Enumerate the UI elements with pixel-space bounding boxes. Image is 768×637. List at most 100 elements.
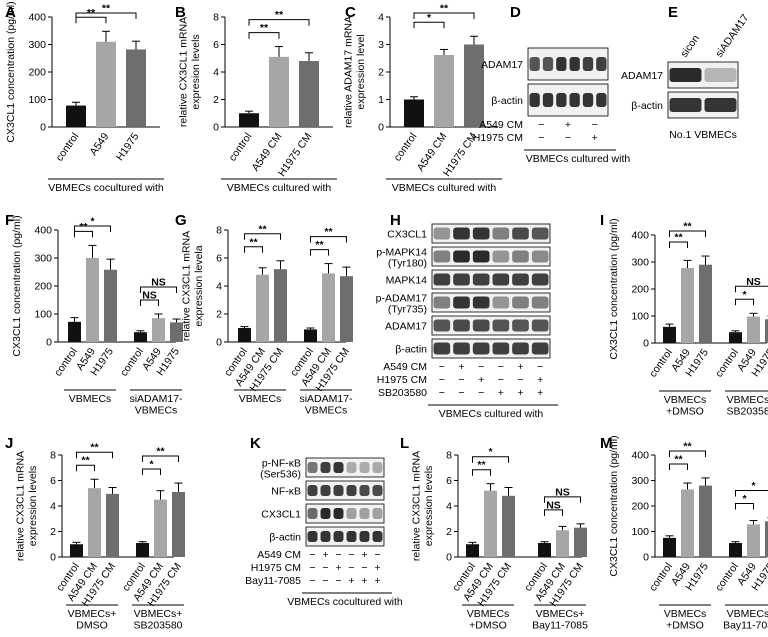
group-label: VBMECs+DMSO: [467, 608, 510, 632]
blot-frame: [305, 526, 385, 547]
row-label-line-1: p-NF-κB: [262, 458, 301, 470]
y-axis-label: CX3CL1 concentration (pg/ml): [11, 215, 23, 356]
group-label: siADAM17-VBMECs: [299, 393, 353, 417]
group-label-line-2: VBMECs: [135, 405, 178, 417]
significance-label: *: [742, 493, 747, 505]
significance-label: **: [440, 3, 449, 15]
significance-bracket: [248, 19, 310, 26]
panel-letter: A: [5, 4, 16, 21]
y-tick-label: 100: [34, 309, 52, 321]
y-tick-label: 0: [50, 552, 56, 564]
significance-bracket: [74, 230, 93, 238]
significance-bracket: [544, 509, 563, 516]
blot-band: [569, 57, 580, 71]
condition-label: H1975 CM: [377, 374, 427, 386]
y-tick-label: 2: [213, 94, 219, 106]
row-label-line-2: (Tyr735): [388, 304, 427, 316]
condition-sign: −: [439, 387, 445, 399]
blot-band: [596, 57, 607, 71]
blot-frame: [305, 503, 385, 524]
significance-label: NS: [746, 276, 761, 288]
blot-band: [542, 93, 554, 107]
bar: [484, 490, 497, 557]
significance-label: *: [149, 459, 154, 471]
condition-sign: +: [537, 374, 543, 386]
x-axis-caption: VBMECs cultured with: [392, 182, 497, 194]
group-label-line-1: VBMECs+: [536, 608, 585, 620]
y-label-line-2: expression levels: [27, 466, 39, 547]
y-tick-label: 6: [446, 475, 452, 487]
significance-label: **: [477, 459, 486, 471]
condition-label: A549 CM: [383, 361, 427, 373]
condition-sign: +: [498, 387, 504, 399]
panel-letter: J: [5, 435, 13, 452]
significance-bracket: [669, 450, 706, 457]
bar: [322, 273, 335, 342]
significance-label: **: [315, 239, 324, 251]
blot-band: [531, 250, 549, 263]
significance-bracket: [75, 16, 107, 24]
condition-sign: −: [458, 374, 464, 386]
y-tick-label: 6: [216, 253, 222, 265]
blot-band: [333, 508, 344, 519]
blot-band: [346, 508, 357, 519]
blot-band: [492, 227, 510, 240]
blot-row-label: NF-κB: [271, 486, 301, 498]
row-label-line-2: (Ser536): [260, 469, 301, 481]
group-label-line-2: +DMSO: [666, 406, 704, 418]
condition-sign: +: [517, 361, 523, 373]
x-tick-label: control: [54, 131, 82, 164]
y-tick-label: 2: [446, 526, 452, 538]
blot-band: [512, 227, 529, 240]
significance-bracket: [140, 299, 159, 306]
condition-sign: −: [309, 549, 315, 561]
y-tick-label: 400: [631, 230, 649, 242]
blot-band: [453, 250, 470, 263]
row-label-line-2: (Tyr180): [388, 258, 427, 270]
y-label-line-1: relative CX3CL1 mRNA: [411, 451, 423, 561]
blot-band: [320, 462, 331, 473]
y-axis-label: relative ADAM17 mRNAexpression level: [343, 16, 367, 128]
x-tick-label: control: [227, 131, 255, 164]
blot-panel-k: Kp-NF-κB (Ser536) NF-κB CX3CL1 β-actin A549 C…: [245, 435, 403, 608]
condition-sign: +: [374, 575, 380, 587]
condition-sign: −: [478, 387, 484, 399]
significance-label: **: [79, 221, 88, 233]
significance-bracket: [735, 502, 754, 510]
bar: [699, 264, 712, 343]
significance-bracket: [76, 451, 113, 459]
group-label-line-1: siADAM17-: [129, 393, 183, 405]
y-tick-label: 200: [631, 501, 649, 513]
panel-letter: M: [600, 435, 613, 452]
blot-band: [569, 93, 580, 107]
blot-column-head: siADAM17: [713, 12, 751, 60]
blot-band: [333, 485, 344, 496]
blot-row-label: β-actin: [269, 532, 301, 544]
significance-label: **: [156, 446, 165, 458]
group-label-line-1: VBMECs+: [727, 394, 768, 406]
blot-band: [492, 273, 510, 286]
group-label: VBMECs: [69, 393, 112, 405]
significance-label: **: [674, 232, 683, 244]
condition-sign: +: [458, 361, 464, 373]
bar: [681, 489, 694, 557]
blot-band: [372, 462, 383, 473]
bar: [466, 544, 479, 557]
blot-band: [359, 508, 370, 519]
bar: [256, 274, 269, 342]
condition-sign: −: [458, 387, 464, 399]
y-tick-label: 4: [213, 67, 219, 79]
significance-label: **: [258, 223, 267, 235]
y-tick-label: 2: [216, 309, 222, 321]
panel-letter: H: [390, 212, 401, 229]
y-label-line-2: expresion levels: [190, 34, 202, 109]
bar: [274, 269, 287, 342]
blot-band: [492, 342, 510, 355]
blot-band: [512, 296, 529, 309]
bar: [238, 328, 251, 342]
y-label-line-2: expression levela: [193, 245, 205, 326]
y-axis-label: relative CX3CL1 mRNAexpression levels: [15, 451, 39, 561]
blot-band: [542, 57, 554, 71]
y-tick-label: 6: [50, 475, 56, 487]
